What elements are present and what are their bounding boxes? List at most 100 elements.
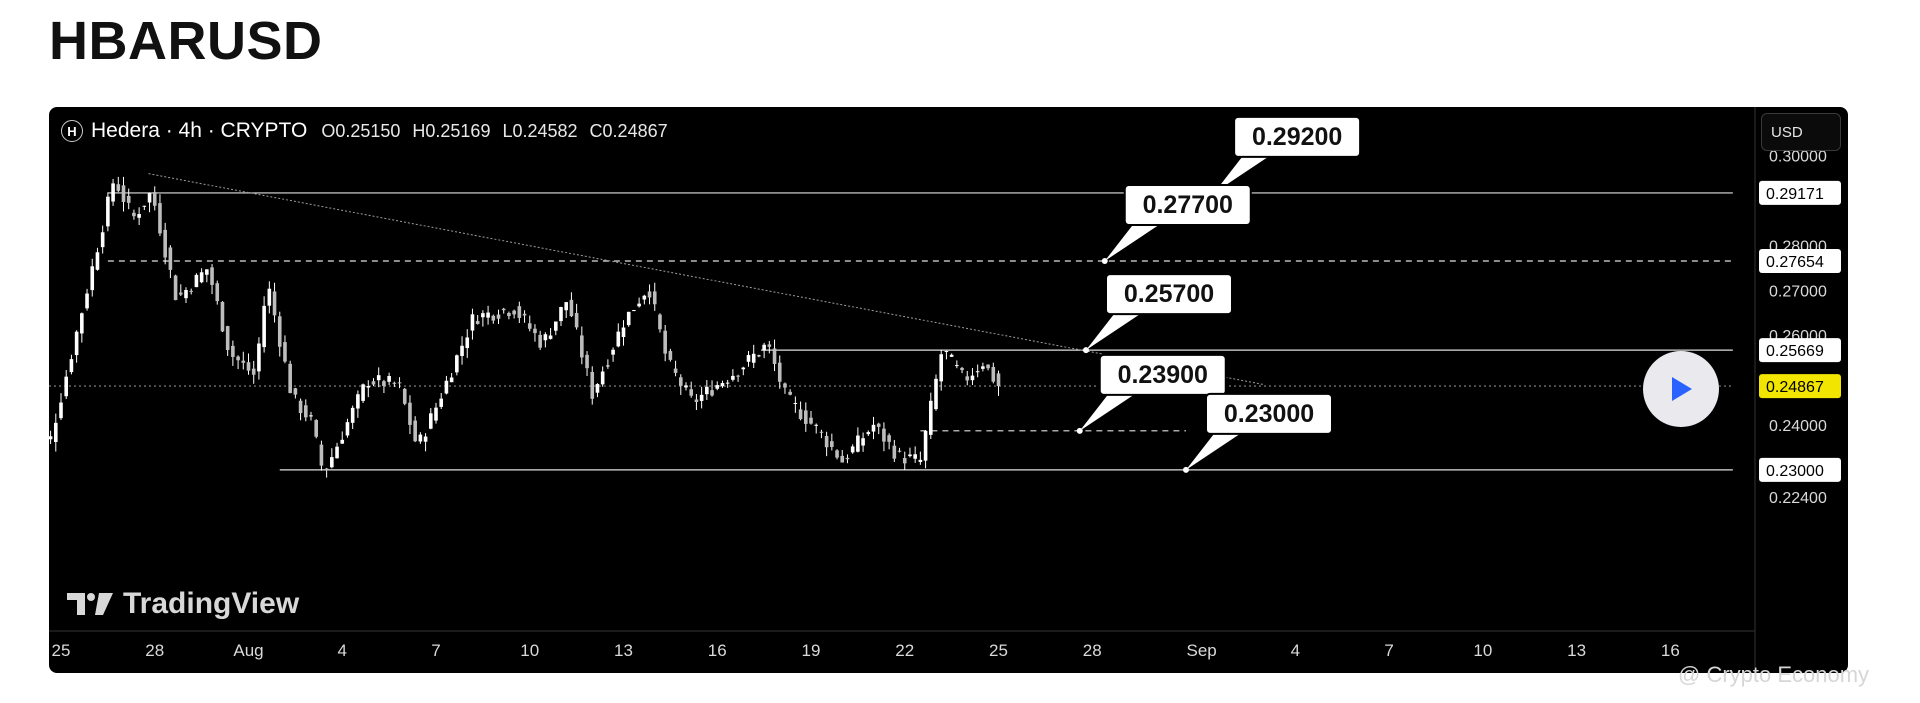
- candle-body: [376, 375, 381, 381]
- candle-body: [439, 398, 444, 407]
- candle-body: [194, 274, 199, 288]
- price-badge: 0.23000: [1759, 457, 1841, 482]
- candle-121: [658, 313, 662, 333]
- candle-body: [106, 196, 110, 227]
- candle-body: [580, 335, 584, 358]
- candle-body: [835, 450, 839, 458]
- candle-65: [366, 380, 371, 398]
- candle-body: [616, 331, 621, 347]
- candle-35: [210, 264, 214, 295]
- candle-body: [189, 290, 194, 292]
- candle-body: [199, 272, 204, 283]
- candle-176: [944, 350, 949, 360]
- candle-body: [90, 266, 95, 291]
- candle-114: [621, 320, 626, 346]
- candle-body: [345, 422, 350, 436]
- candle-body: [965, 376, 970, 381]
- candle-body: [215, 283, 220, 302]
- candle-body: [663, 330, 667, 354]
- candle-body: [647, 291, 652, 298]
- candle-body: [731, 375, 735, 380]
- candle-11: [85, 288, 89, 311]
- candle-body: [949, 354, 954, 357]
- candle-body: [600, 371, 605, 385]
- tradingview-logo: TradingView: [67, 587, 299, 621]
- candle-147: [793, 396, 798, 413]
- candle-body: [512, 310, 516, 315]
- candle-body: [746, 355, 751, 362]
- candle-98: [538, 330, 542, 350]
- candle-179: [960, 366, 964, 374]
- symbol-line[interactable]: Hedera · 4h · CRYPTO: [91, 119, 308, 142]
- candle-29: [178, 284, 183, 297]
- callout-3: 0.23900: [1076, 353, 1227, 434]
- candle-25: [158, 194, 162, 237]
- candle-79: [439, 392, 444, 410]
- candle-body: [241, 360, 246, 363]
- price-badge-label: 0.24867: [1766, 379, 1824, 396]
- candle-135: [731, 369, 735, 382]
- candle-152: [819, 429, 824, 439]
- candle-body: [913, 454, 917, 459]
- candle-28: [173, 274, 178, 301]
- candle-145: [783, 382, 787, 394]
- candle-body: [533, 328, 537, 334]
- candle-71: [397, 377, 402, 389]
- candle-body: [736, 375, 740, 377]
- candle-body: [689, 389, 694, 396]
- candle-body: [642, 295, 647, 300]
- candle-50: [288, 360, 292, 394]
- candle-6: [59, 393, 63, 421]
- candle-92: [507, 311, 511, 320]
- candle-112: [611, 347, 615, 362]
- candle-62: [350, 405, 355, 430]
- candle-body: [632, 310, 636, 312]
- candle-72: [402, 388, 407, 406]
- candle-body: [491, 315, 496, 321]
- price-badge-bg: [1759, 374, 1841, 399]
- candle-94: [517, 301, 522, 324]
- chart-panel[interactable]: 0.29200 0.27700 0.25700 0.23900 0.23000 0.30…: [49, 107, 1848, 673]
- play-button[interactable]: [1643, 351, 1719, 427]
- candle-124: [673, 360, 678, 377]
- candle-body: [960, 367, 964, 371]
- price-badge-bg: [1759, 338, 1841, 363]
- y-tick-label: 0.30000: [1769, 149, 1827, 166]
- candle-91: [501, 307, 506, 314]
- candle-26: [163, 222, 167, 265]
- candle-103: [564, 301, 569, 318]
- candle-body: [225, 326, 230, 350]
- callout-box: [1233, 115, 1362, 158]
- candle-83: [460, 336, 464, 365]
- candle-body: [184, 290, 188, 299]
- candle-10: [80, 312, 84, 343]
- candle-149: [803, 402, 808, 432]
- high-value: H0.25169: [412, 120, 491, 141]
- candle-body: [527, 323, 532, 329]
- candle-123: [668, 348, 673, 362]
- candle-115: [626, 311, 631, 327]
- candle-23: [147, 192, 152, 213]
- candle-body: [168, 247, 173, 270]
- candlestick-chart[interactable]: 0.29200 0.27700 0.25700 0.23900 0.23000 0.30…: [49, 107, 1848, 673]
- candle-32: [194, 273, 199, 288]
- candle-body: [418, 434, 423, 442]
- candle-136: [736, 374, 740, 382]
- candle-body: [996, 373, 1001, 387]
- callout-anchor-dot: [1083, 347, 1089, 354]
- candle-body: [861, 438, 865, 446]
- candle-body: [897, 450, 902, 452]
- candle-body: [673, 368, 678, 373]
- candle-155: [835, 449, 839, 460]
- price-badge-label: 0.25669: [1766, 343, 1824, 360]
- candle-76: [423, 433, 428, 452]
- candle-73: [408, 395, 412, 435]
- candle-body: [611, 349, 615, 355]
- callout-2: 0.25700: [1083, 273, 1233, 354]
- candle-162: [871, 416, 876, 440]
- candle-body: [652, 291, 657, 305]
- candle-151: [814, 423, 819, 434]
- candle-14: [100, 225, 105, 254]
- currency-button[interactable]: USD: [1761, 113, 1841, 151]
- candle-body: [678, 377, 683, 386]
